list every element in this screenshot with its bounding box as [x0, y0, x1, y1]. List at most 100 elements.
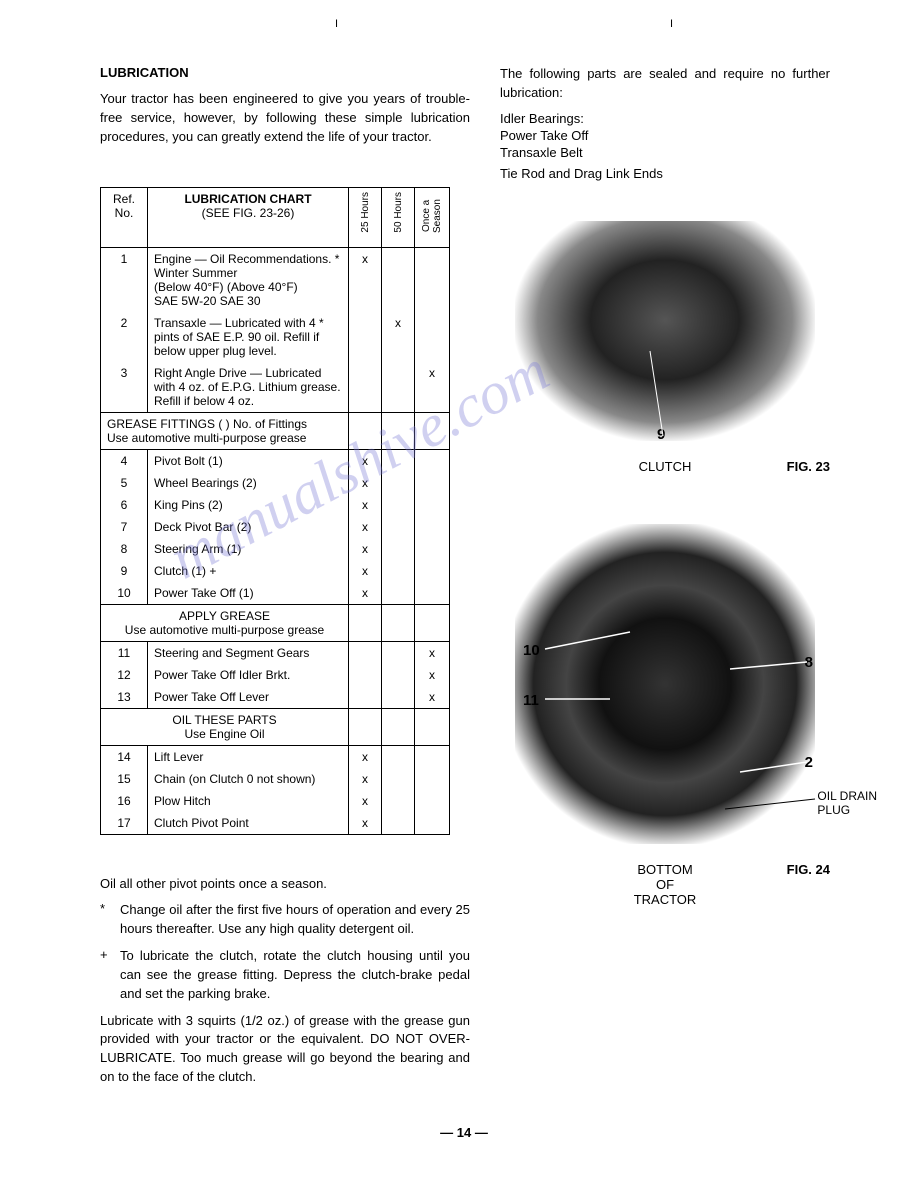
ref-no-cell: 10: [101, 582, 148, 605]
ref-no-cell: 5: [101, 472, 148, 494]
mark-cell: x: [349, 745, 382, 768]
section-grease-fittings: GREASE FITTINGS ( ) No. of Fittings Use …: [101, 412, 349, 449]
col-season: Once a Season: [415, 187, 450, 247]
table-row: 11Steering and Segment Gearsx: [101, 641, 450, 664]
mark-cell: x: [349, 538, 382, 560]
fig23-label: FIG. 23: [760, 459, 830, 474]
table-row: 10Power Take Off (1)x: [101, 582, 450, 605]
mark-cell: [349, 664, 382, 686]
mark-cell: [382, 745, 415, 768]
mark-cell: [415, 312, 450, 362]
oil-pivots-line: Oil all other pivot points once a season…: [100, 875, 470, 894]
desc-cell: Transaxle — Lubricated with 4 * pints of…: [148, 312, 349, 362]
page: I I manualshive.com LUBRICATION Your tra…: [0, 0, 918, 1170]
table-row: 17Clutch Pivot Pointx: [101, 812, 450, 835]
mark-cell: [382, 582, 415, 605]
figure-24: 10 11 8 2 OIL DRAINPLUG: [500, 524, 830, 907]
table-row: 12Power Take Off Idler Brkt.x: [101, 664, 450, 686]
clutch-photo: 9: [515, 221, 815, 441]
mark-cell: [415, 247, 450, 312]
sealed-list: Idler Bearings: Power Take Off Transaxle…: [500, 111, 830, 181]
mark-cell: [382, 516, 415, 538]
desc-cell: Pivot Bolt (1): [148, 449, 349, 472]
sealed-item: Power Take Off: [500, 128, 830, 143]
tick-mark: I: [670, 18, 673, 30]
ref-no-cell: 3: [101, 362, 148, 413]
sealed-item: Idler Bearings:: [500, 111, 830, 126]
mark-cell: [382, 790, 415, 812]
lubricate-paragraph: Lubricate with 3 squirts (1/2 oz.) of gr…: [100, 1012, 470, 1087]
mark-cell: [415, 560, 450, 582]
desc-cell: Clutch Pivot Point: [148, 812, 349, 835]
tick-mark: I: [335, 18, 338, 30]
ref-no-cell: 15: [101, 768, 148, 790]
mark-cell: x: [349, 560, 382, 582]
table-row: 7Deck Pivot Bar (2)x: [101, 516, 450, 538]
mark-cell: [382, 768, 415, 790]
mark-cell: [415, 582, 450, 605]
lubrication-chart-table: Ref. No. LUBRICATION CHART (SEE FIG. 23-…: [100, 187, 450, 835]
mark-cell: x: [349, 768, 382, 790]
desc-cell: Deck Pivot Bar (2): [148, 516, 349, 538]
mark-cell: [382, 686, 415, 709]
table-title: LUBRICATION CHART: [184, 192, 311, 206]
mark-cell: [349, 686, 382, 709]
desc-cell: Engine — Oil Recommendations. * Winter S…: [148, 247, 349, 312]
mark-cell: [415, 516, 450, 538]
table-subtitle: (SEE FIG. 23-26): [202, 206, 295, 220]
ref-no-cell: 6: [101, 494, 148, 516]
mark-cell: x: [349, 472, 382, 494]
mark-cell: x: [349, 812, 382, 835]
desc-cell: Steering Arm (1): [148, 538, 349, 560]
ref-no-cell: 12: [101, 664, 148, 686]
mark-cell: x: [349, 247, 382, 312]
table-row: 4Pivot Bolt (1)x: [101, 449, 450, 472]
table-row: 15Chain (on Clutch 0 not shown)x: [101, 768, 450, 790]
mark-cell: [415, 449, 450, 472]
mark-cell: [382, 449, 415, 472]
section-heading: LUBRICATION: [100, 65, 470, 80]
desc-cell: Clutch (1) +: [148, 560, 349, 582]
ref-no-cell: 17: [101, 812, 148, 835]
mark-cell: [415, 768, 450, 790]
desc-cell: Power Take Off Lever: [148, 686, 349, 709]
mark-cell: x: [415, 664, 450, 686]
mark-cell: [349, 641, 382, 664]
page-number: — 14 —: [100, 1125, 828, 1140]
figure-23: 9 CLUTCH FIG. 23: [500, 221, 830, 474]
leader-lines-icon: [515, 221, 815, 441]
mark-cell: x: [349, 790, 382, 812]
fig23-caption: CLUTCH: [570, 459, 760, 474]
intro-paragraph: Your tractor has been engineered to give…: [100, 90, 470, 147]
sealed-item: Transaxle Belt: [500, 145, 830, 160]
ref-no-cell: 9: [101, 560, 148, 582]
table-row: 1Engine — Oil Recommendations. * Winter …: [101, 247, 450, 312]
callout-oil-drain: OIL DRAINPLUG: [817, 789, 877, 817]
footnote-plus: + To lubricate the clutch, rotate the cl…: [100, 947, 470, 1004]
mark-cell: [349, 362, 382, 413]
mark-cell: [349, 312, 382, 362]
ref-no-cell: 4: [101, 449, 148, 472]
section-apply-grease: APPLY GREASE Use automotive multi-purpos…: [101, 604, 349, 641]
mark-cell: [415, 790, 450, 812]
col-50hours: 50 Hours: [382, 187, 415, 247]
mark-cell: [415, 812, 450, 835]
desc-cell: Chain (on Clutch 0 not shown): [148, 768, 349, 790]
mark-cell: [382, 247, 415, 312]
sealed-item: Tie Rod and Drag Link Ends: [500, 166, 830, 181]
footnote-star: * Change oil after the first five hours …: [100, 901, 470, 939]
mark-cell: [382, 812, 415, 835]
ref-no-cell: 1: [101, 247, 148, 312]
desc-cell: Plow Hitch: [148, 790, 349, 812]
ref-no-cell: 7: [101, 516, 148, 538]
left-column: LUBRICATION Your tractor has been engine…: [100, 65, 470, 1095]
mark-cell: [382, 362, 415, 413]
table-row: 3Right Angle Drive — Lubricated with 4 o…: [101, 362, 450, 413]
mark-cell: [415, 538, 450, 560]
right-column: The following parts are sealed and requi…: [500, 65, 830, 1095]
desc-cell: Power Take Off (1): [148, 582, 349, 605]
table-row: 2Transaxle — Lubricated with 4 * pints o…: [101, 312, 450, 362]
fig24-caption: BOTTOM OF TRACTOR: [570, 862, 760, 907]
desc-cell: Wheel Bearings (2): [148, 472, 349, 494]
table-row: 8Steering Arm (1)x: [101, 538, 450, 560]
